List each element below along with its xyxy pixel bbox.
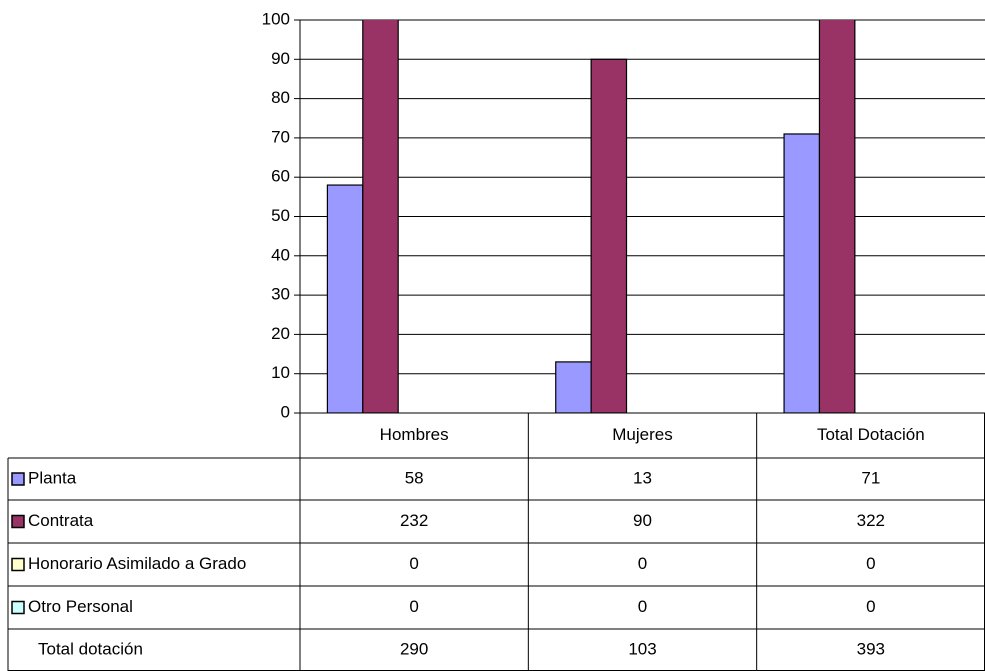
table-value: 0 — [409, 554, 418, 573]
y-tick-label: 20 — [271, 324, 290, 343]
legend-swatch — [11, 472, 25, 486]
bar — [362, 20, 399, 413]
y-tick-label: 80 — [271, 88, 290, 107]
table-value: 232 — [400, 511, 428, 530]
table-value: 90 — [633, 511, 652, 530]
table-value: 71 — [861, 468, 880, 487]
y-tick-label: 60 — [271, 167, 290, 186]
legend-label: Honorario Asimilado a Grado — [28, 554, 246, 573]
x-tick-label: Hombres — [380, 425, 449, 444]
table-value: 0 — [638, 554, 647, 573]
legend-swatch — [11, 514, 25, 529]
legend-swatch — [11, 600, 25, 615]
y-tick-label: 90 — [271, 49, 290, 68]
legend-label: Planta — [28, 468, 77, 487]
x-tick-label: Total Dotación — [817, 425, 925, 444]
plot-area — [326, 20, 856, 413]
table-value: 103 — [628, 639, 656, 658]
table-value: 393 — [857, 639, 885, 658]
y-tick-label: 70 — [271, 127, 290, 146]
x-tick-label: Mujeres — [612, 425, 672, 444]
y-tick-label: 100 — [262, 9, 290, 28]
bar — [555, 361, 592, 413]
legend-label: Contrata — [28, 511, 94, 530]
y-tick-label: 30 — [271, 285, 290, 304]
table-value: 0 — [638, 597, 647, 616]
table-value: 0 — [866, 597, 875, 616]
y-tick-label: 50 — [271, 206, 290, 225]
legend-label: Otro Personal — [28, 597, 133, 616]
y-tick-label: 0 — [281, 402, 290, 421]
bar — [783, 133, 821, 413]
bar — [590, 58, 628, 413]
table-value: 322 — [857, 511, 885, 530]
table-value: 0 — [409, 597, 418, 616]
table-value: 0 — [866, 554, 875, 573]
total-label: Total dotación — [38, 639, 143, 658]
table-value: 58 — [405, 468, 424, 487]
legend-swatch — [11, 557, 25, 572]
y-tick-label: 10 — [271, 363, 290, 382]
table-value: 290 — [400, 639, 428, 658]
bar — [326, 184, 364, 413]
table-value: 13 — [633, 468, 652, 487]
y-tick-label: 40 — [271, 245, 290, 264]
bar — [818, 20, 856, 413]
